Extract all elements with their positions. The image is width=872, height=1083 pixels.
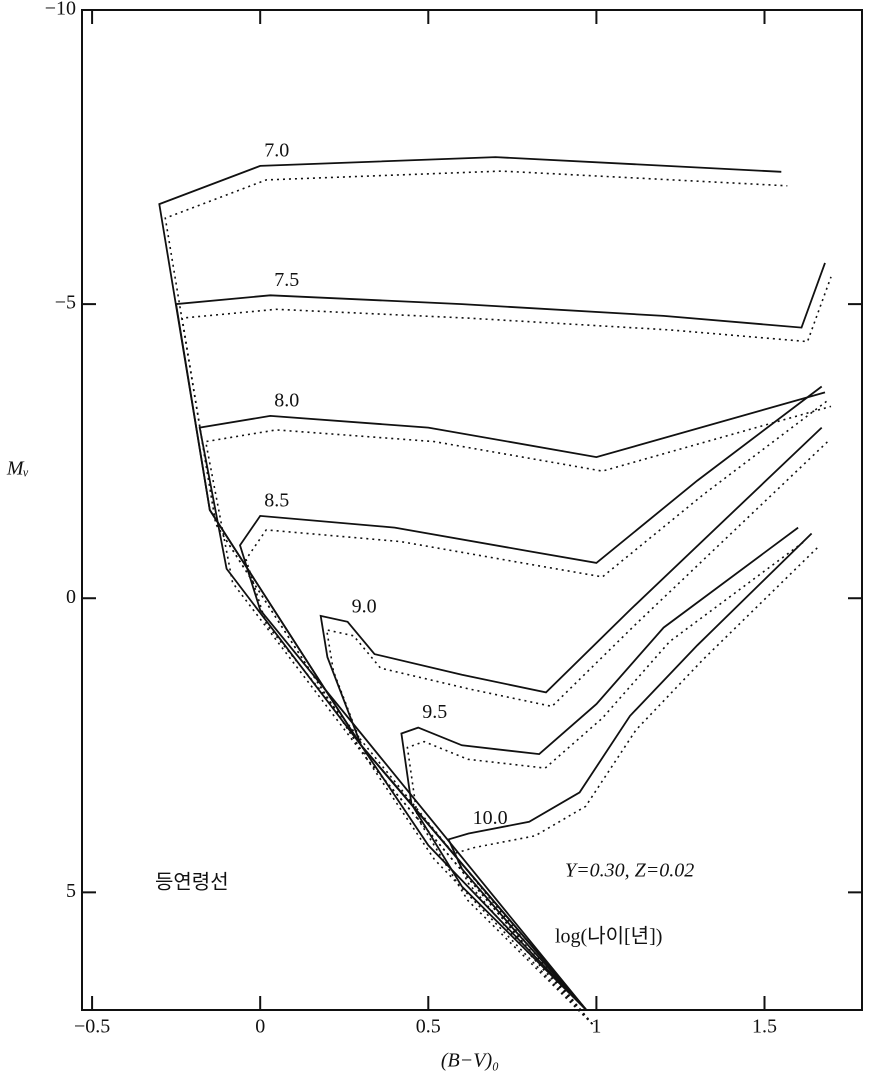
x-tick-label: 0	[255, 1016, 265, 1038]
isochrone	[239, 385, 823, 1011]
y-tick-label: −10	[45, 0, 76, 20]
x-tick-label: −0.5	[74, 1016, 110, 1038]
y-tick-label: 5	[66, 880, 76, 902]
annotation: log(나이[년])	[555, 925, 662, 948]
isochrone-label: 7.5	[274, 269, 299, 291]
x-axis-label: (B−V)₀	[441, 1050, 499, 1072]
isochrone	[175, 262, 826, 1011]
isochrone-label: 8.5	[264, 489, 289, 511]
isochrone-dotted	[325, 441, 829, 1025]
isochrone	[447, 532, 813, 1011]
isochrone-dotted	[164, 170, 788, 1025]
isochrone-label: 7.0	[264, 139, 289, 161]
isochrone-dotted	[181, 276, 832, 1025]
y-tick-label: −5	[55, 292, 76, 314]
isochrone-dotted	[245, 399, 829, 1025]
annotation: 등연령선	[155, 871, 229, 894]
isochrone-dotted	[204, 405, 832, 1025]
x-tick-label: 1.5	[752, 1016, 777, 1038]
y-axis-label: Mᵥ	[6, 458, 29, 480]
isochrone-label: 9.0	[352, 595, 377, 617]
isochrone-dotted	[406, 540, 805, 1025]
annotation: Y=0.30, Z=0.02	[565, 860, 694, 882]
isochrone-label: 10.0	[473, 807, 508, 829]
plot-frame	[81, 9, 863, 1011]
isochrone-dotted	[453, 546, 819, 1025]
isochrone	[198, 391, 826, 1011]
isochrone	[400, 526, 799, 1011]
x-tick-label: 0.5	[416, 1016, 441, 1038]
isochrone-label: 8.0	[274, 389, 299, 411]
isochrone	[319, 426, 823, 1011]
x-tick-label: 1	[591, 1016, 601, 1038]
isochrone-label: 9.5	[422, 701, 447, 723]
y-tick-label: 0	[66, 586, 76, 608]
